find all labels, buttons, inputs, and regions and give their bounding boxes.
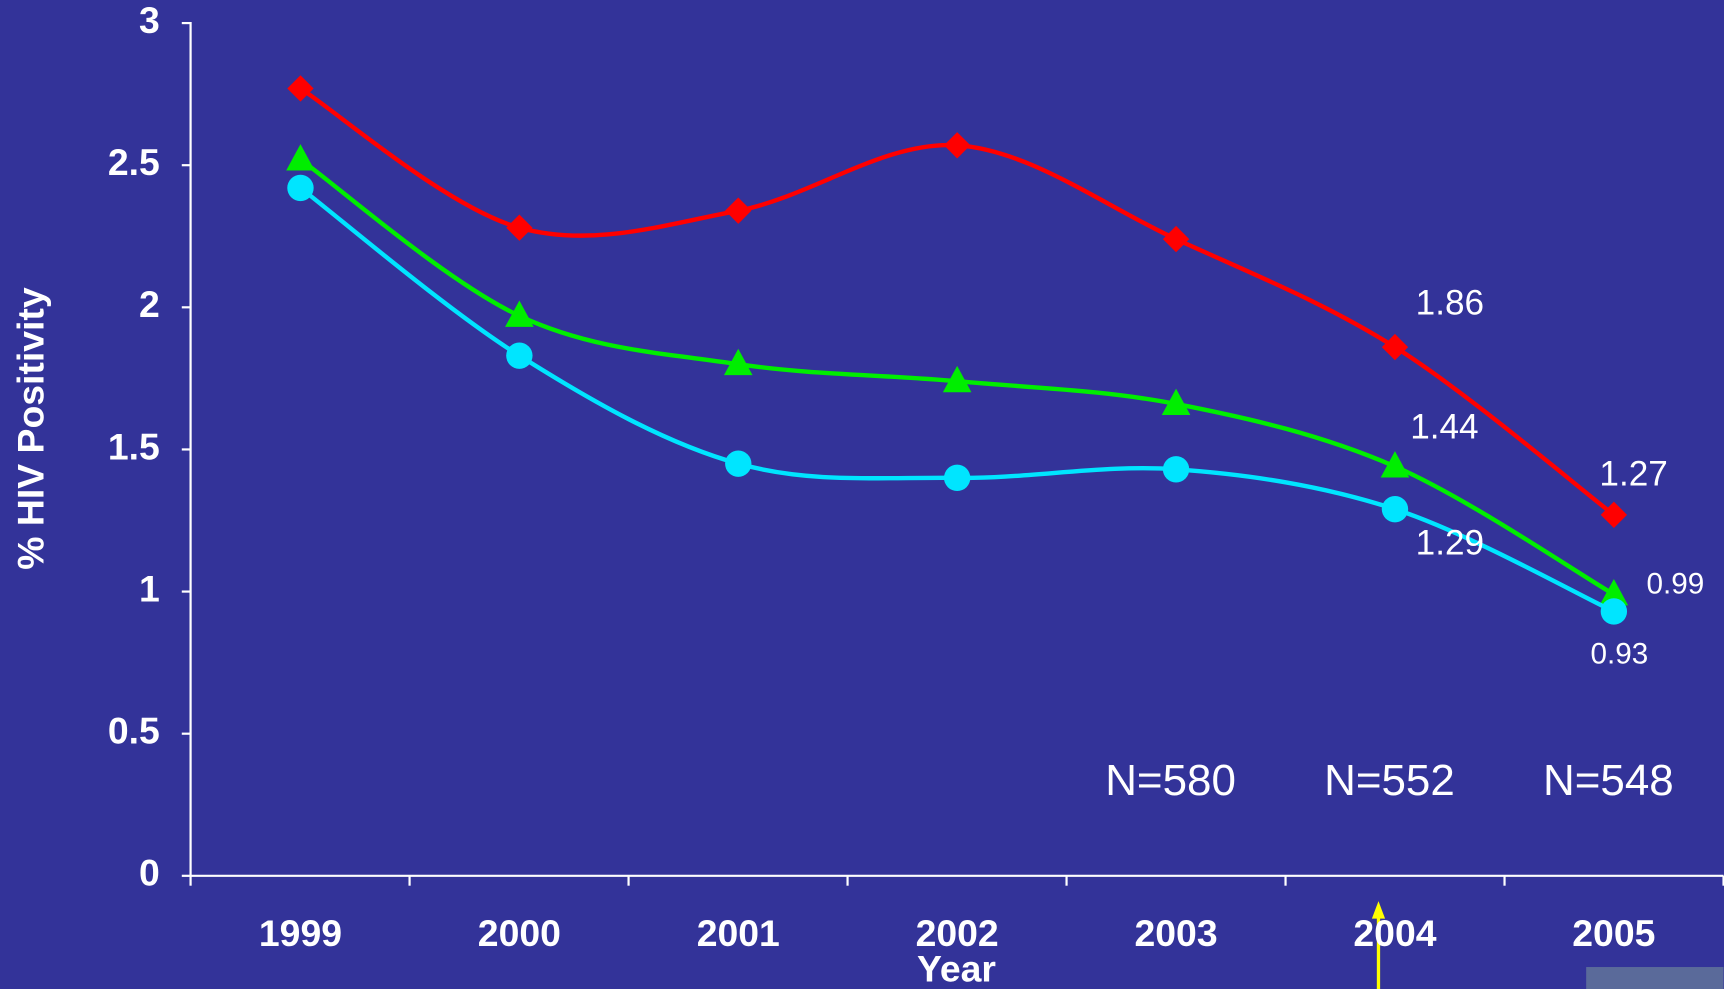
marker [1162,456,1190,483]
marker [942,365,972,393]
x-tick-label: 2005 [1572,912,1655,954]
corner-box [1586,967,1724,989]
marker [506,342,533,369]
annotation: N=580 [1105,756,1236,805]
marker [1161,388,1191,415]
data-label: 0.99 [1647,567,1705,600]
marker [723,348,753,376]
marker [1380,451,1410,478]
marker [943,464,971,492]
data-label: 0.93 [1590,637,1648,670]
y-tick-label: 0 [139,852,160,894]
y-tick-label: 1 [139,567,160,609]
data-label: 1.44 [1410,407,1478,446]
marker [287,75,314,102]
marker [1381,495,1409,523]
x-tick-label: 2004 [1353,912,1436,954]
y-tick-label: 1.5 [108,425,160,467]
x-axis-label: Year [917,947,996,989]
annotation: N=552 [1324,756,1455,805]
marker [1162,225,1190,253]
y-tick-label: 0.5 [108,710,160,752]
marker [505,300,534,327]
y-axis-label: % HIV Positivity [9,287,51,570]
marker [286,144,315,171]
data-label: 1.86 [1416,284,1484,323]
data-label: 1.27 [1599,455,1667,494]
y-tick-label: 2 [139,283,160,325]
y-tick-label: 3 [139,0,160,41]
x-tick-label: 2003 [1135,912,1218,954]
marker [725,197,752,224]
x-tick-label: 2002 [916,912,999,954]
marker [1600,598,1628,625]
marker [506,214,533,241]
marker [1599,579,1629,606]
data-label: 1.29 [1416,524,1484,563]
arrow-head [1371,901,1386,919]
y-tick-label: 2.5 [108,141,160,183]
annotation: N=548 [1543,756,1674,805]
x-tick-label: 1999 [259,912,342,954]
marker [287,174,314,202]
marker [1381,333,1409,361]
marker [943,132,971,159]
x-tick-label: 2000 [478,912,561,954]
x-tick-label: 2001 [697,912,780,954]
marker [725,450,752,477]
